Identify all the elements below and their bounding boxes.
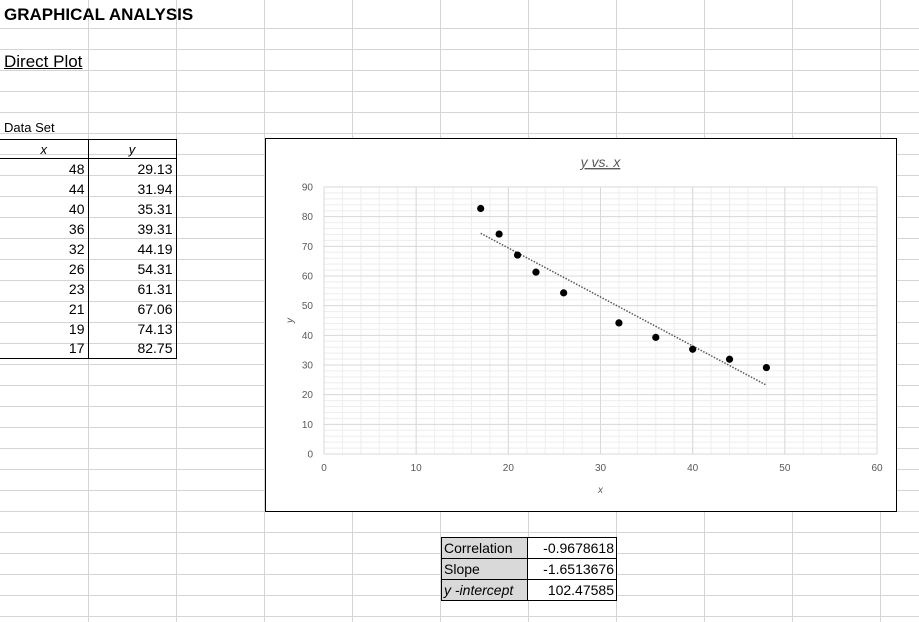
data-point <box>652 333 660 341</box>
x-tick-label: 20 <box>503 463 515 474</box>
y-value-cell[interactable]: 67.06 <box>88 298 177 319</box>
data-point <box>689 345 697 353</box>
y-value-cell[interactable]: 29.13 <box>88 158 177 179</box>
trendline <box>480 232 767 386</box>
x-tick-label: 0 <box>321 463 327 474</box>
data-point <box>477 204 485 213</box>
x-tick-label: 10 <box>411 463 423 474</box>
dataset-label: Data Set <box>4 120 55 135</box>
intercept-value[interactable]: 102.47585 <box>527 579 617 601</box>
x-value-cell[interactable]: 21 <box>0 298 89 319</box>
slope-label[interactable]: Slope <box>441 558 528 580</box>
x-value-cell[interactable]: 23 <box>0 278 89 299</box>
table-row: 48 29.13 <box>0 158 177 179</box>
chart-title: y vs. x <box>580 154 622 170</box>
y-tick-label: 10 <box>302 420 314 431</box>
x-value-cell[interactable]: 44 <box>0 178 89 199</box>
table-row: 17 82.75 <box>0 338 177 359</box>
x-tick-label: 30 <box>595 463 607 474</box>
y-value-cell[interactable]: 54.31 <box>88 258 177 279</box>
data-point <box>725 355 734 363</box>
x-value-cell[interactable]: 40 <box>0 198 89 219</box>
y-tick-label: 80 <box>302 212 314 223</box>
y-column-header[interactable]: y <box>88 139 177 159</box>
x-axis-label: x <box>597 485 604 496</box>
y-tick-label: 0 <box>307 450 313 461</box>
data-point <box>532 268 540 276</box>
stats-row-correlation: Correlation -0.9678618 <box>441 537 617 559</box>
y-value-cell[interactable]: 35.31 <box>88 198 177 219</box>
table-row: 21 67.06 <box>0 298 177 319</box>
intercept-label[interactable]: y -intercept <box>441 579 528 601</box>
y-tick-label: 60 <box>302 272 314 283</box>
y-tick-label: 30 <box>302 361 314 372</box>
data-table: x y 48 29.13 44 31.94 40 35.31 36 39.31 32 44.19 2… <box>0 139 177 359</box>
table-row: 40 35.31 <box>0 198 177 219</box>
table-row: 23 61.31 <box>0 278 177 299</box>
x-value-cell[interactable]: 17 <box>0 338 89 359</box>
stats-row-intercept: y -intercept 102.47585 <box>441 579 617 601</box>
y-tick-label: 20 <box>302 390 314 401</box>
table-header-row: x y <box>0 139 177 159</box>
y-tick-label: 50 <box>302 301 314 312</box>
table-row: 32 44.19 <box>0 238 177 259</box>
x-tick-label: 50 <box>779 463 791 474</box>
data-point <box>513 251 522 259</box>
table-row: 19 74.13 <box>0 318 177 339</box>
scatter-chart[interactable]: 0 10 20 30 40 50 60 70 80 90 0 10 20 30 40 50 60 y vs. x x… <box>266 139 896 511</box>
correlation-label[interactable]: Correlation <box>441 537 528 559</box>
x-value-cell[interactable]: 32 <box>0 238 89 259</box>
x-value-cell[interactable]: 48 <box>0 158 89 179</box>
y-value-cell[interactable]: 39.31 <box>88 218 177 239</box>
x-tick-label: 60 <box>871 463 883 474</box>
table-row: 44 31.94 <box>0 178 177 199</box>
stats-table: Correlation -0.9678618 Slope -1.6513676 … <box>441 537 617 601</box>
x-value-cell[interactable]: 36 <box>0 218 89 239</box>
correlation-value[interactable]: -0.9678618 <box>527 537 617 559</box>
sheet-title: GRAPHICAL ANALYSIS <box>4 5 194 24</box>
y-value-cell[interactable]: 74.13 <box>88 318 177 339</box>
x-tick-label: 40 <box>687 463 699 474</box>
y-value-cell[interactable]: 31.94 <box>88 178 177 199</box>
chart-container[interactable]: 0 10 20 30 40 50 60 70 80 90 0 10 20 30 40 50 60 y vs. x x… <box>265 138 897 512</box>
table-row: 26 54.31 <box>0 258 177 279</box>
stats-row-slope: Slope -1.6513676 <box>441 558 617 580</box>
sheet-subtitle: Direct Plot <box>4 52 83 71</box>
y-tick-label: 40 <box>302 331 314 342</box>
slope-value[interactable]: -1.6513676 <box>527 558 617 580</box>
y-axis-label: y <box>285 317 296 324</box>
x-value-cell[interactable]: 19 <box>0 318 89 339</box>
y-tick-label: 90 <box>302 183 314 194</box>
y-value-cell[interactable]: 61.31 <box>88 278 177 299</box>
data-point <box>560 289 568 297</box>
table-row: 36 39.31 <box>0 218 177 239</box>
data-point <box>495 230 503 238</box>
y-value-cell[interactable]: 44.19 <box>88 238 177 259</box>
x-value-cell[interactable]: 26 <box>0 258 89 279</box>
y-tick-label: 70 <box>302 242 314 253</box>
x-column-header[interactable]: x <box>0 139 89 159</box>
y-value-cell[interactable]: 82.75 <box>88 338 177 359</box>
data-point <box>762 363 770 372</box>
data-point <box>615 319 623 327</box>
